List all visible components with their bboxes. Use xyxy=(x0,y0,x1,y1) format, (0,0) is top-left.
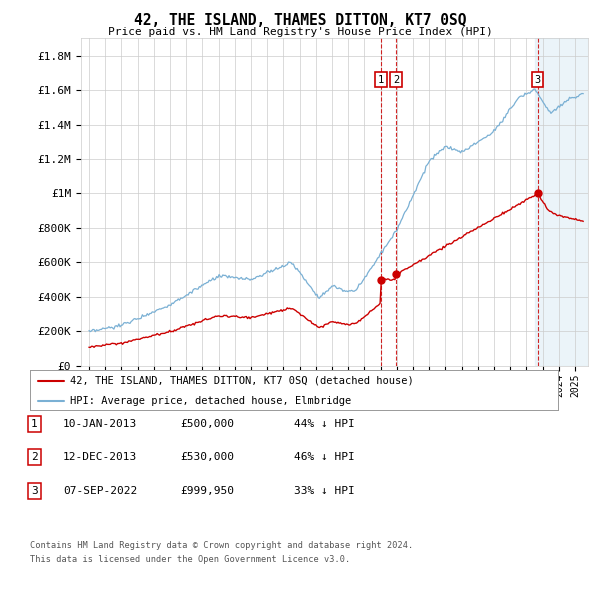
Text: 3: 3 xyxy=(31,486,38,496)
Text: 42, THE ISLAND, THAMES DITTON, KT7 0SQ (detached house): 42, THE ISLAND, THAMES DITTON, KT7 0SQ (… xyxy=(70,376,413,386)
Text: £999,950: £999,950 xyxy=(180,486,234,496)
Bar xyxy=(535,38,588,366)
Text: 1: 1 xyxy=(378,75,384,85)
Text: 33% ↓ HPI: 33% ↓ HPI xyxy=(294,486,355,496)
Text: HPI: Average price, detached house, Elmbridge: HPI: Average price, detached house, Elmb… xyxy=(70,396,351,407)
Text: Price paid vs. HM Land Registry's House Price Index (HPI): Price paid vs. HM Land Registry's House … xyxy=(107,27,493,37)
Text: 3: 3 xyxy=(535,75,541,85)
Text: 1: 1 xyxy=(31,419,38,428)
Text: 42, THE ISLAND, THAMES DITTON, KT7 0SQ: 42, THE ISLAND, THAMES DITTON, KT7 0SQ xyxy=(134,13,466,28)
Text: Contains HM Land Registry data © Crown copyright and database right 2024.: Contains HM Land Registry data © Crown c… xyxy=(30,541,413,550)
Text: 07-SEP-2022: 07-SEP-2022 xyxy=(63,486,137,496)
Text: £500,000: £500,000 xyxy=(180,419,234,428)
Text: 12-DEC-2013: 12-DEC-2013 xyxy=(63,453,137,462)
Text: 44% ↓ HPI: 44% ↓ HPI xyxy=(294,419,355,428)
Text: 2: 2 xyxy=(393,75,399,85)
Text: 2: 2 xyxy=(31,453,38,462)
Text: This data is licensed under the Open Government Licence v3.0.: This data is licensed under the Open Gov… xyxy=(30,555,350,564)
Text: £530,000: £530,000 xyxy=(180,453,234,462)
Text: 46% ↓ HPI: 46% ↓ HPI xyxy=(294,453,355,462)
Text: 10-JAN-2013: 10-JAN-2013 xyxy=(63,419,137,428)
